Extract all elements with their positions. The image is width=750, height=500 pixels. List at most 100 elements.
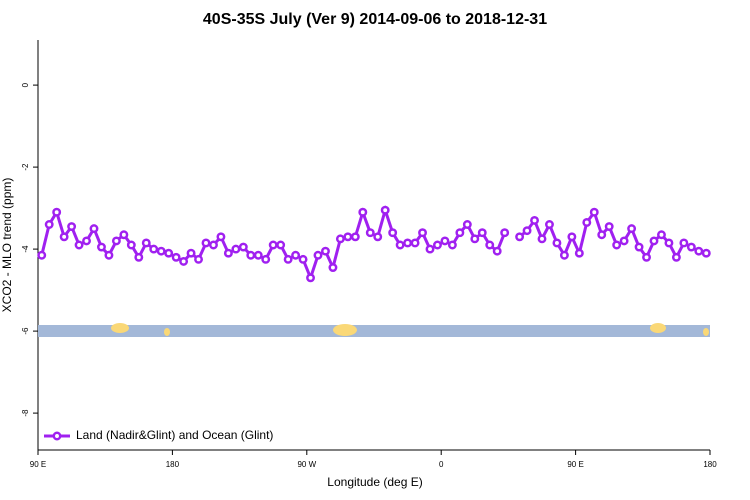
point [567, 232, 577, 242]
x-axis-label: Longitude (deg E) [327, 475, 422, 489]
point [209, 240, 218, 250]
y-tick-label: -4 [21, 245, 30, 253]
point [410, 238, 420, 248]
point [537, 234, 547, 244]
point [664, 238, 674, 248]
point [701, 248, 711, 258]
point [358, 207, 368, 217]
x-tick-label: 0 [439, 460, 444, 469]
point [694, 246, 704, 256]
y-tick-label: -6 [21, 327, 30, 335]
x-tick-label: 90 E [567, 460, 583, 469]
legend-marker [52, 431, 62, 441]
point [418, 228, 427, 238]
point [343, 232, 353, 242]
point [433, 240, 442, 250]
point [470, 234, 480, 244]
y-tick-label: -2 [21, 163, 30, 171]
point [425, 244, 435, 254]
point [246, 250, 256, 260]
point [440, 236, 450, 246]
point [141, 238, 151, 248]
point [231, 244, 241, 254]
land [164, 328, 170, 336]
point [44, 220, 54, 229]
point [589, 207, 599, 217]
point [373, 232, 383, 242]
point [306, 273, 315, 283]
point [223, 248, 233, 258]
point [619, 236, 629, 246]
point [186, 248, 196, 258]
point [522, 226, 532, 236]
point [612, 240, 622, 250]
point [462, 220, 472, 229]
point [582, 218, 592, 227]
point [642, 252, 651, 262]
point [149, 244, 159, 254]
point [574, 248, 584, 258]
point [455, 228, 465, 238]
point [627, 224, 637, 234]
map-strip [38, 323, 710, 337]
point [216, 232, 226, 242]
point [649, 236, 659, 246]
point [134, 252, 144, 262]
point [395, 240, 405, 250]
point [37, 250, 47, 260]
point [156, 246, 166, 256]
series-line [518, 208, 707, 261]
point [119, 230, 129, 240]
point [335, 234, 345, 244]
legend-label: Land (Nadir&Glint) and Ocean (Glint) [76, 428, 273, 442]
point [679, 238, 689, 248]
land [703, 328, 709, 336]
point [447, 240, 457, 250]
point [253, 250, 263, 260]
point [403, 238, 413, 248]
point [97, 242, 106, 252]
point [388, 228, 398, 238]
point [559, 250, 569, 260]
point [365, 228, 375, 238]
point [179, 256, 189, 266]
point [276, 240, 286, 250]
point [545, 220, 554, 229]
point [111, 236, 121, 246]
point [686, 242, 696, 252]
point [328, 263, 338, 272]
point [164, 248, 174, 258]
ocean-band [38, 325, 710, 337]
point [261, 254, 271, 264]
x-tick-label: 90 W [297, 460, 316, 469]
point [321, 246, 330, 256]
point [194, 254, 203, 264]
x-tick-label: 180 [703, 460, 717, 469]
point [477, 228, 487, 238]
point [500, 228, 510, 238]
point [298, 254, 308, 264]
point [634, 242, 644, 252]
point [350, 232, 360, 242]
point [238, 242, 248, 252]
point [59, 232, 69, 242]
point [89, 224, 99, 234]
point [604, 222, 614, 232]
point [530, 215, 539, 225]
point [126, 240, 136, 250]
point [492, 246, 502, 256]
point [52, 207, 62, 217]
point [171, 252, 181, 262]
point [74, 240, 84, 250]
point [671, 252, 681, 262]
land [333, 324, 357, 336]
point [597, 230, 607, 240]
land [650, 323, 666, 333]
x-tick-label: 90 E [30, 460, 46, 469]
chart-title: 40S-35S July (Ver 9) 2014-09-06 to 2018-… [203, 11, 547, 28]
y-tick-label: 0 [21, 82, 30, 87]
x-tick-label: 180 [166, 460, 180, 469]
land [111, 323, 129, 333]
